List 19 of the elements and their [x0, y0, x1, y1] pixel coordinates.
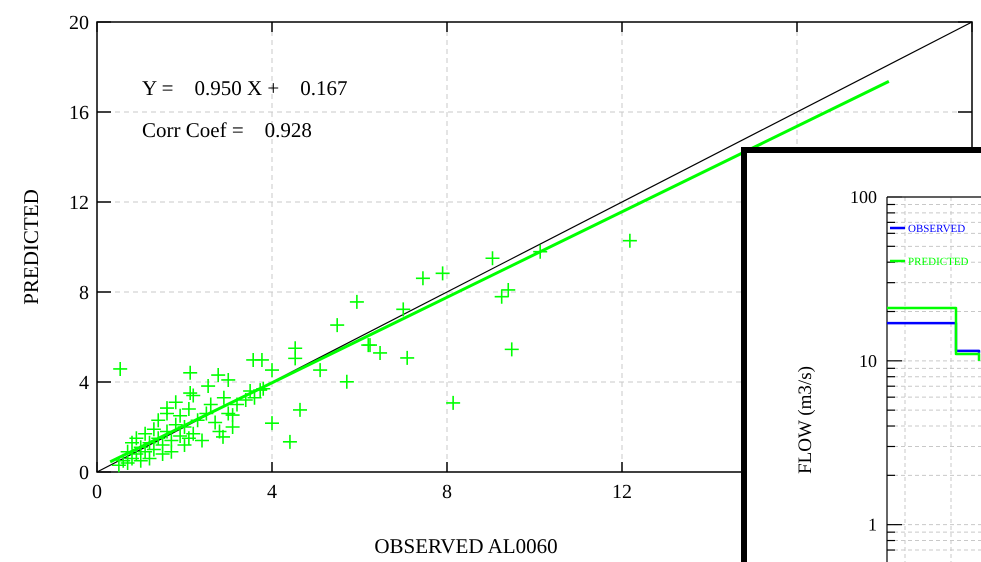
y-axis-title: FLOW (m3/s)	[795, 366, 816, 474]
y-tick-label: 8	[79, 282, 89, 304]
y-tick-label: 10	[859, 350, 877, 371]
y-tick-label: 0	[79, 462, 89, 484]
y-tick-label: 20	[69, 12, 89, 34]
y-tick-label: 12	[69, 192, 89, 214]
x-tick-label: 4	[267, 481, 277, 503]
annotation: Corr Coef = 0.928	[142, 118, 312, 142]
x-tick-label: 12	[612, 481, 632, 503]
x-tick-label: 8	[442, 481, 452, 503]
x-axis-title: OBSERVED AL0060	[374, 534, 558, 558]
y-tick-label: 16	[69, 102, 89, 124]
legend-label: PREDICTED	[908, 256, 969, 268]
y-axis-title: PREDICTED	[19, 189, 43, 305]
annotation: Y = 0.950 X + 0.167	[142, 76, 348, 100]
y-tick-label: 1	[868, 514, 877, 535]
legend-label: OBSERVED	[908, 223, 966, 235]
y-tick-label: 100	[850, 187, 877, 207]
y-tick-label: 4	[79, 372, 89, 394]
